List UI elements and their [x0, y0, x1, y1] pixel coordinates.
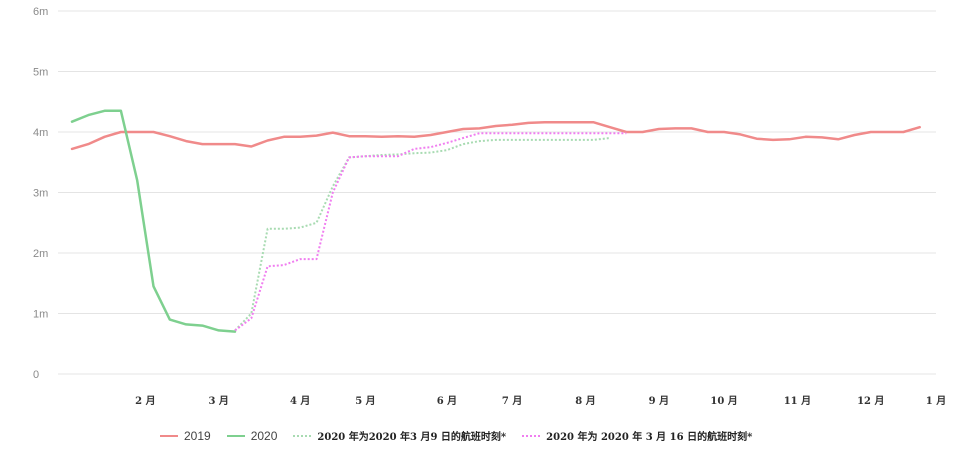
- x-tick-label: 2 月: [135, 395, 155, 407]
- y-tick-label: 1m: [33, 309, 48, 321]
- legend-swatch-mar9: [293, 434, 312, 437]
- series-line-3: [234, 132, 627, 332]
- x-tick-label: 5 月: [355, 395, 375, 407]
- y-axis: 0 1m 2m 3m 4m 5m 6m: [33, 6, 48, 381]
- legend-swatch-mar16: [522, 434, 541, 437]
- grid-lines: [58, 10, 936, 375]
- x-tick-label: 6 月: [437, 395, 457, 407]
- y-tick-label: 0: [33, 369, 39, 381]
- legend-swatch-2019: [160, 434, 178, 437]
- x-tick-label: 9 月: [649, 395, 669, 407]
- legend-item-2019[interactable]: 2019: [160, 429, 211, 443]
- y-tick-label: 2m: [33, 248, 48, 260]
- legend-item-mar9[interactable]: 2020 年为2020 年3 月9 日的航班时刻*: [293, 428, 506, 443]
- legend-swatch-2020: [226, 434, 245, 437]
- series-line-0: [70, 121, 921, 151]
- series-line-1: [70, 109, 237, 333]
- series-line-2: [234, 137, 611, 332]
- y-tick-label: 4m: [33, 127, 48, 139]
- x-tick-label: 1 月: [926, 395, 946, 407]
- x-tick-label: 10 月: [710, 395, 737, 407]
- legend-item-mar16[interactable]: 2020 年为 2020 年 3 月 16 日的航班时刻*: [522, 428, 752, 443]
- x-tick-label: 12 月: [857, 395, 884, 407]
- legend-label-mar9: 2020 年为2020 年3 月9 日的航班时刻*: [317, 432, 507, 443]
- legend-item-2020[interactable]: 2020: [226, 428, 278, 443]
- legend: 2019 2020 2020 年为2020 年3 月9 日的航班时刻* 2020…: [160, 428, 752, 443]
- y-tick-label: 3m: [33, 188, 48, 200]
- x-tick-label: 4 月: [290, 395, 310, 407]
- x-tick-label: 7 月: [502, 395, 522, 407]
- x-tick-label: 8 月: [575, 395, 595, 407]
- y-tick-label: 6m: [33, 6, 48, 18]
- legend-label-mar16: 2020 年为 2020 年 3 月 16 日的航班时刻*: [546, 432, 753, 443]
- x-axis: 2 月 3 月 4 月 5 月 6 月 7 月 8 月 9 月 10 月 11 月 12 月 1 月: [135, 395, 946, 407]
- legend-label-2020: 2020: [250, 428, 278, 443]
- plot-area: [70, 109, 921, 333]
- x-tick-label: 3 月: [208, 395, 228, 407]
- x-tick-label: 11 月: [784, 395, 811, 407]
- y-tick-label: 5m: [33, 67, 48, 79]
- legend-label-2019: 2019: [184, 428, 211, 443]
